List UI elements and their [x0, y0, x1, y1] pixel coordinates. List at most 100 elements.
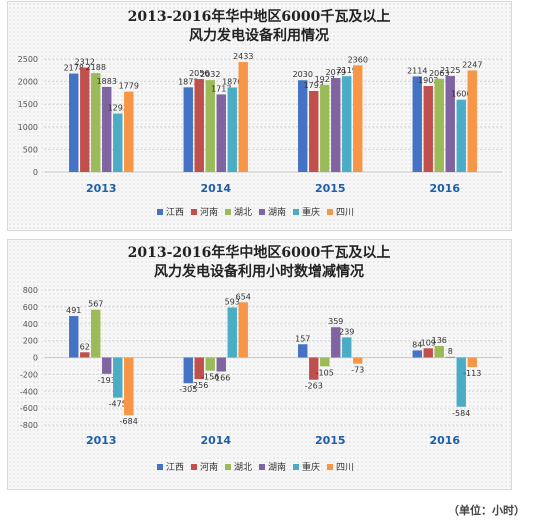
c2-bar [91, 309, 101, 358]
c2-data-label: -684 [120, 417, 138, 426]
c2-legend-label: 重庆 [302, 461, 320, 473]
c1-bar [434, 78, 444, 172]
c1-bar [456, 99, 466, 172]
c2-bar [205, 357, 215, 371]
c2-bar [194, 357, 204, 380]
c2-y-tick-label: -800 [20, 421, 38, 430]
c1-bar [124, 91, 134, 172]
c1-legend-swatch [225, 209, 231, 215]
c2-legend-swatch [157, 464, 163, 470]
c1-title-line-1: 2013-2016年华中地区6000千瓦及以上 [128, 8, 391, 25]
c2-data-label: -305 [179, 385, 197, 394]
c1-category-label: 2015 [315, 182, 346, 195]
c2-data-label: -166 [212, 374, 230, 383]
c1-bar [467, 70, 477, 172]
c1-y-tick-label: 2500 [18, 55, 38, 64]
c1-bar [227, 87, 237, 172]
c2-data-label: 593 [225, 297, 240, 306]
c1-data-label: 2312 [75, 57, 95, 66]
c1-legend-swatch [191, 209, 197, 215]
c1-title-line-2: 风力发电设备利用情况 [189, 27, 329, 44]
c2-y-tick-label: 600 [23, 303, 38, 312]
c2-bar [80, 352, 90, 358]
c1-bar [423, 86, 433, 172]
c1-bar [194, 79, 204, 172]
c2-bar [467, 357, 477, 368]
c1-y-tick-label: 1000 [18, 123, 38, 132]
c1-legend-label: 湖南 [268, 206, 286, 218]
c1-data-label: 2056 [189, 69, 209, 78]
c1-bar [69, 73, 79, 172]
c2-data-label: 8 [448, 347, 453, 356]
c1-data-label: 1779 [119, 82, 139, 91]
c2-bar [102, 357, 112, 374]
c2-bar [412, 350, 422, 358]
c2-data-label: -256 [190, 381, 208, 390]
c1-data-label: 2030 [293, 70, 313, 79]
c1-data-label: 2433 [233, 52, 253, 61]
c2-legend-label: 四川 [336, 463, 354, 473]
c1-legend-swatch [327, 209, 333, 215]
c2-bar [434, 346, 444, 358]
c1-data-label: 1600 [451, 90, 471, 99]
c2-data-label: 239 [339, 327, 354, 336]
c1-data-label: 1870 [222, 77, 242, 86]
c1-y-tick-label: 1500 [18, 100, 38, 109]
c1-bar [216, 94, 226, 172]
c2-bar [353, 357, 363, 364]
c1-bar [445, 75, 455, 172]
c2-data-label: 359 [328, 317, 343, 326]
c1-data-label: 1293 [108, 104, 128, 113]
c1-bar [331, 78, 341, 172]
c2-data-label: -156 [201, 373, 219, 382]
c1-data-label: 2079 [326, 68, 346, 77]
c1-bar [183, 87, 193, 172]
c1-y-tick-label: 0 [33, 168, 38, 177]
c1-bar [353, 65, 363, 172]
c1-bar [113, 113, 123, 172]
c2-y-tick-label: 800 [23, 286, 38, 295]
c2-data-label: 62 [80, 342, 90, 351]
c2-y-tick-label: -600 [20, 404, 38, 413]
c1-data-label: 1883 [97, 77, 117, 86]
c2-data-label: -105 [316, 368, 334, 377]
c2-data-label: 491 [66, 306, 81, 315]
c1-bar [238, 62, 248, 173]
c2-bar [298, 344, 308, 358]
c2-data-label: -584 [452, 409, 470, 418]
c2-category-label: 2013 [86, 434, 117, 447]
c2-bar [69, 316, 79, 358]
chart-panel-utilization: 2013-2016年华中地区6000千瓦及以上 风力发电设备利用情况 0 500 100… [7, 1, 512, 231]
c2-bar [216, 357, 226, 372]
c2-bar [331, 327, 341, 358]
c1-legend-label: 江西 [166, 207, 184, 218]
c1-y-tick-label: 500 [23, 145, 38, 154]
c2-y-tick-label: -200 [20, 370, 38, 379]
c2-data-label: -113 [463, 369, 481, 378]
c1-legend-label: 四川 [336, 208, 354, 218]
c2-data-label: 109 [421, 338, 436, 347]
c1-data-label: 2360 [348, 55, 368, 64]
c1-data-label: 2119 [337, 66, 357, 75]
c1-data-label: 2188 [86, 63, 106, 72]
c1-legend-label: 重庆 [302, 206, 320, 218]
c1-bar [80, 67, 90, 172]
c2-bar [456, 357, 466, 407]
c1-data-label: 1793 [304, 81, 324, 90]
c2-y-tick-label: 0 [33, 354, 38, 363]
c2-legend-label: 江西 [166, 462, 184, 473]
c2-title-line-2: 风力发电设备利用小时数增减情况 [154, 263, 364, 280]
c1-legend-label: 河南 [200, 206, 218, 218]
c1-data-label: 2178 [64, 64, 84, 73]
c1-legend-swatch [293, 209, 299, 215]
c2-y-tick-label: 400 [23, 320, 38, 329]
c1-data-label: 2032 [200, 70, 220, 79]
c2-legend-swatch [293, 464, 299, 470]
c2-data-label: -263 [305, 382, 323, 391]
c2-bar [445, 356, 455, 358]
c2-legend-label: 湖南 [268, 461, 286, 473]
c2-data-label: -73 [351, 366, 364, 375]
c2-legend-swatch [225, 464, 231, 470]
